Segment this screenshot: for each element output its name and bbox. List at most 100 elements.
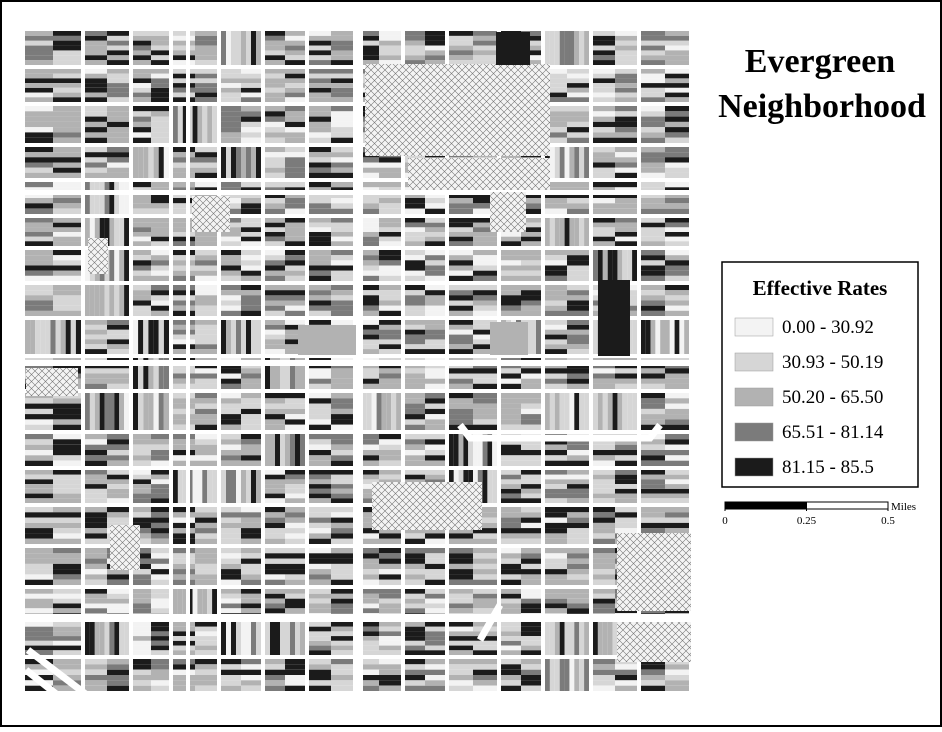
parcel [275, 622, 280, 655]
parcel [449, 631, 473, 637]
parcel [309, 403, 331, 409]
parcel [567, 533, 589, 539]
parcel [521, 419, 541, 425]
parcel [331, 147, 353, 153]
parcel [25, 398, 53, 404]
parcel [501, 305, 521, 311]
parcel [265, 474, 285, 480]
parcel [151, 192, 169, 198]
parcel [660, 320, 665, 354]
parcel [357, 512, 379, 518]
parcel [554, 218, 560, 246]
parcel [665, 295, 689, 301]
parcel [331, 383, 353, 389]
parcel [331, 78, 353, 84]
parcel [379, 334, 401, 340]
parcel [473, 593, 497, 599]
parcel [85, 55, 107, 61]
parcel [545, 285, 567, 291]
parcel [173, 398, 195, 404]
parcel [265, 227, 285, 232]
parcel [133, 78, 151, 84]
parcel [265, 31, 285, 36]
parcel [567, 579, 589, 585]
parcel [241, 414, 261, 420]
parcel [221, 622, 226, 655]
parcel [85, 378, 107, 384]
parcel [109, 218, 115, 246]
parcel [665, 192, 689, 198]
parcel [593, 45, 615, 51]
parcel [173, 218, 195, 223]
parcel [53, 232, 81, 237]
parcel [665, 45, 689, 51]
parcel [107, 507, 129, 513]
parcel [246, 31, 251, 65]
parcel [501, 290, 521, 296]
parcel [265, 55, 285, 61]
parcel [107, 127, 129, 133]
parcel [607, 250, 613, 281]
parcel [379, 378, 401, 384]
park [110, 525, 140, 570]
block [25, 622, 81, 655]
parcel [85, 622, 90, 655]
parcel [593, 320, 598, 354]
parcel [405, 344, 425, 350]
parcel [463, 434, 469, 466]
parcel [357, 329, 379, 335]
parcel [425, 608, 445, 614]
parcel [25, 444, 53, 450]
parcel [173, 198, 195, 204]
block [449, 393, 497, 430]
parcel [593, 198, 615, 204]
parcel [53, 87, 81, 93]
parcel [593, 50, 615, 56]
parcel [25, 645, 53, 651]
parcel [357, 669, 379, 675]
block [133, 470, 169, 503]
parcel [357, 636, 379, 641]
parcel [449, 324, 473, 330]
parcel [151, 40, 169, 46]
parcel [195, 310, 217, 316]
parcel [114, 622, 120, 655]
parcel [151, 305, 169, 311]
parcel [85, 669, 107, 675]
parcel [602, 250, 608, 281]
parcel [265, 300, 285, 306]
block [641, 69, 689, 102]
parcel [679, 320, 685, 354]
parcel [567, 488, 589, 494]
parcel [449, 378, 473, 384]
parcel [379, 320, 401, 325]
parcel [195, 522, 217, 529]
parcel [521, 35, 541, 41]
parcel [173, 378, 195, 384]
parcel [521, 631, 541, 637]
block [501, 285, 541, 316]
parcel [25, 87, 53, 93]
parcel [133, 111, 151, 117]
parcel [449, 569, 473, 575]
scale-label: 0.5 [881, 515, 895, 527]
parcel [567, 507, 589, 513]
parcel [309, 111, 331, 117]
parcel [567, 470, 589, 475]
parcel [593, 669, 615, 675]
parcel [567, 474, 589, 480]
block [173, 31, 217, 65]
parcel [221, 227, 241, 232]
parcel [85, 569, 107, 575]
parcel [173, 507, 195, 513]
parcel [449, 208, 473, 214]
parcel [405, 232, 425, 237]
parcel [357, 227, 379, 232]
parcel [632, 393, 637, 430]
parcel [501, 460, 521, 466]
block [357, 31, 401, 65]
parcel [265, 408, 285, 415]
parcel [25, 182, 53, 188]
parcel [584, 218, 589, 246]
parcel [195, 434, 217, 440]
